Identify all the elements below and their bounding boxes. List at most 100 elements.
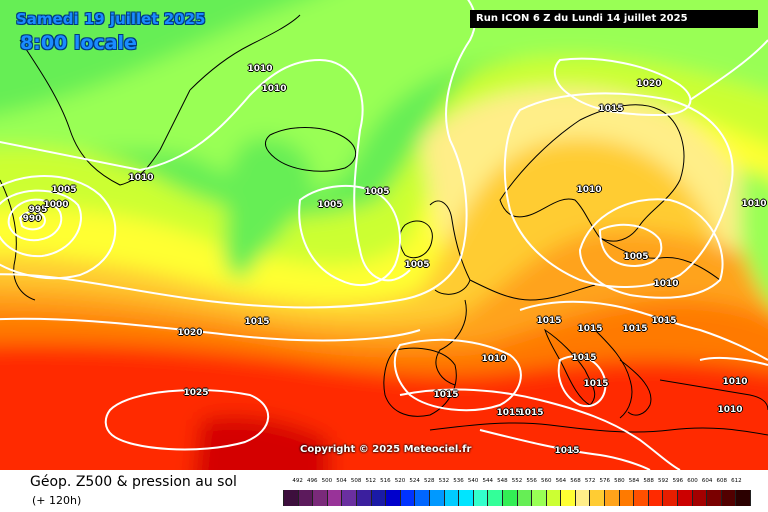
legend-label: 608: [716, 478, 728, 484]
isobar-label: 1015: [583, 379, 609, 389]
legend-swatch: [707, 490, 722, 506]
isobar-label: 1010: [481, 354, 507, 364]
color-legend: [283, 490, 751, 506]
legend-swatch: [298, 490, 314, 506]
isobar-line-1005-baltic: [598, 223, 663, 268]
legend-label: 576: [599, 478, 611, 484]
isobar-label: 1025: [183, 388, 209, 398]
legend-swatch: [648, 490, 664, 506]
legend-swatch: [473, 490, 489, 506]
isobar-label: 1010: [653, 279, 679, 289]
legend-label: 508: [350, 478, 362, 484]
isobar-line-1020-scandinavia: [553, 57, 692, 117]
copyright-notice: Copyright © 2025 Meteociel.fr: [300, 444, 472, 455]
legend-label: 512: [365, 478, 377, 484]
isobar-label: 1020: [177, 328, 203, 338]
legend-swatch: [736, 490, 751, 506]
legend-swatch: [663, 490, 679, 506]
legend-swatch: [313, 490, 328, 506]
coast-balkans: [594, 329, 633, 419]
legend-swatch: [356, 490, 372, 506]
isobar-line-1025-high: [104, 389, 270, 451]
legend-label: 524: [409, 478, 420, 484]
isobar-label: 995: [28, 205, 48, 215]
isobar-label: 1010: [261, 84, 287, 94]
coast-iceland: [264, 127, 357, 172]
legend-label: 580: [614, 478, 625, 484]
coast-scandinavia: [499, 104, 685, 242]
isobar-line-1000: [0, 189, 82, 258]
legend-label: 544: [482, 478, 494, 484]
legend-labels: 492 496 500 504 508 512 516 520 524 528 532 536 540 5…: [283, 478, 751, 488]
forecast-time: 8:00 locale: [20, 32, 137, 54]
legend-swatch: [400, 490, 416, 506]
coast-turkey: [659, 379, 768, 411]
isobar-line-1010-greenland: [0, 58, 411, 282]
legend-label: 572: [584, 478, 596, 484]
isobar-label: 1015: [496, 408, 522, 418]
coast-baltic: [599, 237, 721, 281]
legend-label: 612: [731, 478, 742, 484]
isobar-label: 1010: [717, 405, 743, 415]
legend-swatch: [342, 490, 357, 506]
legend-swatch: [678, 490, 693, 506]
isobar-label: 1005: [317, 200, 343, 210]
legend-swatch: [283, 490, 299, 506]
legend-label: 504: [336, 478, 347, 484]
coast-greece: [619, 359, 652, 416]
legend-swatch: [459, 490, 474, 506]
isobar-label: 1005: [364, 187, 390, 197]
legend-label: 528: [424, 478, 435, 484]
legend-swatch: [502, 490, 518, 506]
legend-swatch: [415, 490, 430, 506]
legend-label: 536: [453, 478, 464, 484]
isobar-lines: [0, 0, 768, 470]
coast-greenland-east: [189, 14, 301, 91]
legend-swatch: [444, 490, 460, 506]
isobar-line-1010-russia: [578, 198, 724, 299]
legend-swatch: [532, 490, 547, 506]
legend-label: 520: [394, 478, 406, 484]
legend-label: 600: [687, 478, 698, 484]
legend-swatch: [546, 490, 562, 506]
isobar-line-1015-italy: [557, 355, 607, 408]
isobar-label: 1010: [576, 185, 602, 195]
legend-label: 584: [628, 478, 640, 484]
isobar-label: 1005: [51, 185, 77, 195]
isobar-label: 1015: [651, 316, 677, 326]
legend-swatch: [605, 490, 620, 506]
isobar-line-995: [7, 198, 63, 242]
coast-iberia: [383, 347, 457, 417]
legend-label: 560: [541, 478, 552, 484]
field-patch-eastedge: [740, 170, 768, 301]
coast-north-sea: [469, 279, 596, 301]
isobar-line-1010-east: [689, 39, 768, 101]
coast-britain: [429, 200, 471, 295]
isobar-label: 1015: [622, 324, 648, 334]
isobar-label: 1015: [598, 104, 624, 114]
field-patch-iceland: [224, 138, 312, 279]
legend-label: 532: [438, 478, 450, 484]
field-band-red: [0, 343, 768, 470]
isobar-label: 990: [22, 214, 42, 224]
legend-label: 568: [570, 478, 581, 484]
legend-label: 552: [511, 478, 523, 484]
isobar-line-1015-africa: [479, 429, 651, 470]
legend-label: 592: [658, 478, 669, 484]
legend-swatch: [692, 490, 708, 506]
variable-title: Géop. Z500 & pression au sol: [30, 474, 237, 490]
legend-swatch: [634, 490, 649, 506]
isobar-label: 1005: [404, 260, 430, 270]
isobar-label: 1010: [741, 199, 767, 209]
isobar-line-1010-turkey: [699, 356, 768, 366]
isobar-label: 1010: [722, 377, 748, 387]
isobar-line-1015-scandinavia: [503, 92, 734, 288]
legend-label: 596: [672, 478, 684, 484]
legend-label: 492: [292, 478, 303, 484]
isobar-label: 1015: [244, 317, 270, 327]
legend-label: 540: [467, 478, 479, 484]
legend-label: 500: [321, 478, 333, 484]
isobar-line-1015-med: [399, 388, 681, 470]
legend-label: 516: [380, 478, 391, 484]
